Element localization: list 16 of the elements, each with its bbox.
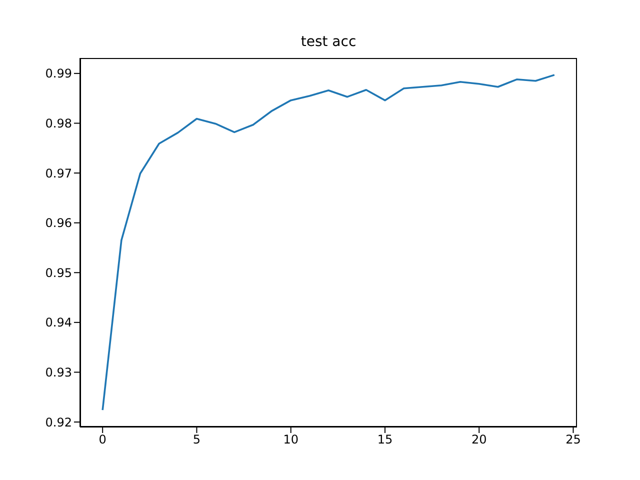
y-tick-label: 0.92 (45, 415, 72, 430)
x-tick-label: 5 (192, 432, 201, 447)
x-tick-label: 25 (566, 432, 581, 447)
x-tick-label: 15 (377, 432, 393, 447)
x-tick-label: 0 (98, 432, 106, 447)
y-tick-label: 0.93 (45, 365, 72, 380)
y-tick-label: 0.97 (45, 166, 72, 180)
x-tick-label: 20 (471, 432, 487, 447)
y-tick-label: 0.94 (45, 316, 72, 330)
y-tick-label: 0.96 (45, 216, 72, 230)
y-tick-label: 0.95 (45, 266, 72, 280)
x-tick-label: 10 (283, 432, 298, 447)
line-series (102, 74, 556, 411)
y-tick-label: 0.98 (45, 116, 72, 130)
chart-title: test acc (300, 34, 358, 50)
y-tick-label: 0.99 (45, 66, 72, 81)
